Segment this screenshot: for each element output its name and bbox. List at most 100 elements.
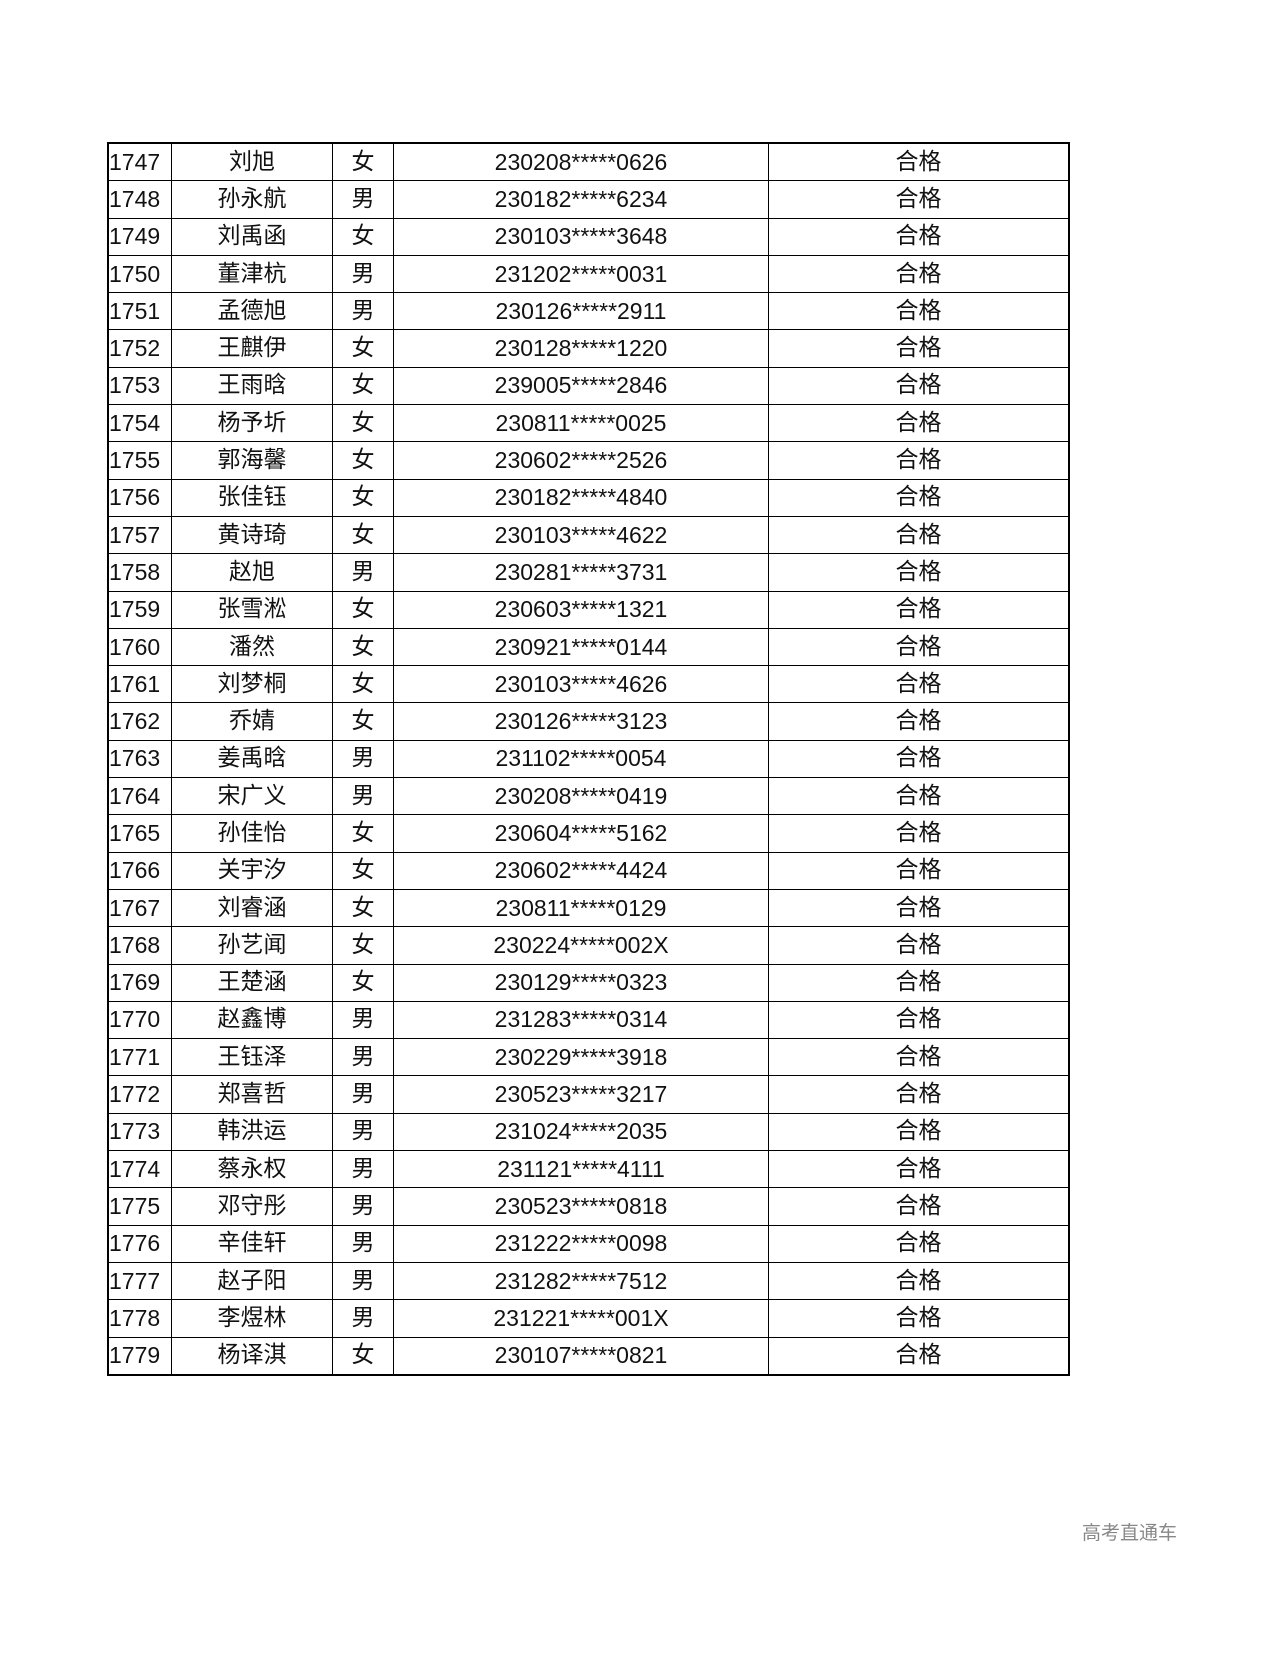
row-number: 1775 [107, 1187, 172, 1226]
table-row: 1771 王钰泽男 230229*****3918 合格 [107, 1038, 1070, 1077]
table-row: 1751 孟德旭男 230126*****2911 合格 [107, 292, 1070, 331]
table-row: 1764 宋广义男 230208*****0419 合格 [107, 777, 1070, 816]
name-cell: 王钰泽 [171, 1038, 333, 1077]
id-number-cell: 230523*****3217 [393, 1075, 769, 1114]
id-number-cell: 231024*****2035 [393, 1112, 769, 1152]
gender-cell: 男 [332, 1000, 394, 1040]
table-row: 1762 乔婧女 230126*****3123 合格 [107, 702, 1070, 741]
id-number-cell: 230103*****4622 [393, 515, 769, 555]
result-cell: 合格 [768, 515, 1070, 555]
result-cell: 合格 [768, 590, 1070, 629]
result-cell: 合格 [768, 627, 1070, 667]
name-cell: 潘然 [171, 627, 333, 667]
id-number-cell: 230602*****2526 [393, 441, 769, 480]
id-number-cell: 230182*****4840 [393, 478, 769, 517]
id-number-cell: 230107*****0821 [393, 1336, 769, 1376]
row-number: 1768 [107, 926, 172, 965]
name-cell: 张雪淞 [171, 590, 333, 629]
result-cell: 合格 [768, 366, 1070, 406]
name-cell: 刘禹函 [171, 217, 333, 256]
id-number-cell: 239005*****2846 [393, 366, 769, 406]
result-cell: 合格 [768, 963, 1070, 1002]
id-number-cell: 230523*****0818 [393, 1187, 769, 1226]
name-cell: 孟德旭 [171, 292, 333, 331]
row-number: 1766 [107, 851, 172, 890]
row-number: 1751 [107, 292, 172, 331]
table-row: 1773 韩洪运男 231024*****2035 合格 [107, 1112, 1070, 1152]
name-cell: 刘旭 [171, 142, 333, 182]
result-cell: 合格 [768, 702, 1070, 741]
id-number-cell: 230281*****3731 [393, 553, 769, 592]
gender-cell: 女 [332, 851, 394, 890]
id-number-cell: 230126*****2911 [393, 292, 769, 331]
table-row: 1749 刘禹函女 230103*****3648 合格 [107, 217, 1070, 256]
gender-cell: 男 [332, 1187, 394, 1226]
name-cell: 刘梦桐 [171, 665, 333, 704]
name-cell: 李煜林 [171, 1299, 333, 1338]
id-number-cell: 230602*****4424 [393, 851, 769, 890]
id-number-cell: 230128*****1220 [393, 329, 769, 368]
name-cell: 郭海馨 [171, 441, 333, 480]
row-number: 1776 [107, 1224, 172, 1263]
name-cell: 辛佳轩 [171, 1224, 333, 1263]
name-cell: 姜禹晗 [171, 739, 333, 779]
table-row: 1757 黄诗琦女 230103*****4622 合格 [107, 515, 1070, 555]
result-cell: 合格 [768, 1261, 1070, 1301]
row-number: 1767 [107, 888, 172, 928]
name-cell: 宋广义 [171, 777, 333, 816]
table-row: 1750 董津杭男 231202*****0031 合格 [107, 254, 1070, 294]
table-row: 1763 姜禹晗男 231102*****0054 合格 [107, 739, 1070, 779]
id-number-cell: 231121*****4111 [393, 1150, 769, 1189]
row-number: 1762 [107, 702, 172, 741]
gender-cell: 女 [332, 217, 394, 256]
gender-cell: 男 [332, 1150, 394, 1189]
table-row: 1754 杨予圻女 230811*****0025 合格 [107, 404, 1070, 443]
gender-cell: 男 [332, 1075, 394, 1114]
table-row: 1752 王麒伊女 230128*****1220 合格 [107, 329, 1070, 368]
id-number-cell: 231221*****001X [393, 1299, 769, 1338]
row-number: 1753 [107, 366, 172, 406]
gender-cell: 女 [332, 142, 394, 182]
gender-cell: 女 [332, 888, 394, 928]
row-number: 1760 [107, 627, 172, 667]
row-number: 1771 [107, 1038, 172, 1077]
result-cell: 合格 [768, 814, 1070, 853]
table-row: 1774 蔡永权男 231121*****4111 合格 [107, 1150, 1070, 1189]
table-row: 1747 刘旭女 230208*****0626 合格 [107, 142, 1070, 182]
gender-cell: 女 [332, 515, 394, 555]
gender-cell: 女 [332, 702, 394, 741]
name-cell: 王麒伊 [171, 329, 333, 368]
name-cell: 韩洪运 [171, 1112, 333, 1152]
id-number-cell: 231222*****0098 [393, 1224, 769, 1263]
table-row: 1767 刘睿涵女 230811*****0129 合格 [107, 888, 1070, 928]
gender-cell: 女 [332, 814, 394, 853]
gender-cell: 男 [332, 777, 394, 816]
row-number: 1777 [107, 1261, 172, 1301]
id-number-cell: 230182*****6234 [393, 180, 769, 219]
gender-cell: 男 [332, 1299, 394, 1338]
row-number: 1761 [107, 665, 172, 704]
result-cell: 合格 [768, 665, 1070, 704]
id-number-cell: 230603*****1321 [393, 590, 769, 629]
gender-cell: 女 [332, 366, 394, 406]
name-cell: 关宇汐 [171, 851, 333, 890]
id-number-cell: 231282*****7512 [393, 1261, 769, 1301]
name-cell: 孙佳怡 [171, 814, 333, 853]
gender-cell: 男 [332, 1112, 394, 1152]
table-row: 1769 王楚涵女 230129*****0323 合格 [107, 963, 1070, 1002]
row-number: 1765 [107, 814, 172, 853]
row-number: 1747 [107, 142, 172, 182]
table-row: 1772 郑喜哲男 230523*****3217 合格 [107, 1075, 1070, 1114]
row-number: 1758 [107, 553, 172, 592]
result-cell: 合格 [768, 142, 1070, 182]
result-cell: 合格 [768, 1336, 1070, 1376]
row-number: 1763 [107, 739, 172, 779]
table-row: 1760 潘然女 230921*****0144 合格 [107, 627, 1070, 667]
result-cell: 合格 [768, 217, 1070, 256]
row-number: 1757 [107, 515, 172, 555]
row-number: 1756 [107, 478, 172, 517]
id-number-cell: 230126*****3123 [393, 702, 769, 741]
result-cell: 合格 [768, 1187, 1070, 1226]
name-cell: 董津杭 [171, 254, 333, 294]
result-cell: 合格 [768, 777, 1070, 816]
